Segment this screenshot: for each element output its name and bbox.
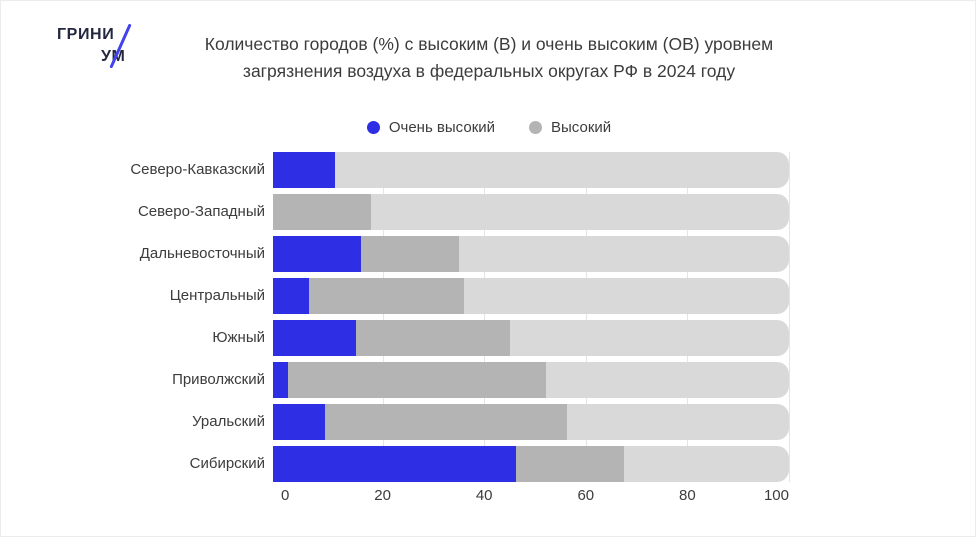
gridline-100 bbox=[789, 152, 790, 482]
logo-text-top: ГРИНИ bbox=[57, 26, 115, 43]
chart-legend: Очень высокий Высокий bbox=[1, 119, 975, 136]
chart-title-line1: Количество городов (%) с высоким (В) и о… bbox=[204, 34, 774, 54]
segment-high bbox=[355, 320, 511, 356]
segment-high bbox=[309, 278, 464, 314]
bar-row: Уральский bbox=[21, 404, 789, 440]
greenium-logo: ГРИНИ УМ bbox=[57, 23, 147, 75]
category-label: Приволжский bbox=[172, 371, 265, 388]
x-tick-label: 100 bbox=[763, 487, 789, 504]
bar-track bbox=[273, 236, 789, 272]
bar-track bbox=[273, 152, 789, 188]
segment-high bbox=[324, 404, 568, 440]
category-label: Дальневосточный bbox=[139, 245, 265, 262]
x-tick-label: 40 bbox=[475, 487, 493, 504]
legend-item-high: Высокий bbox=[529, 119, 611, 136]
category-label: Уральский bbox=[192, 413, 265, 430]
category-label: Северо-Западный bbox=[137, 203, 265, 220]
chart-title: Количество городов (%) с высоким (В) и о… bbox=[139, 31, 839, 85]
bar-row: Северо-Кавказский bbox=[21, 152, 789, 188]
category-label: Северо-Кавказский bbox=[130, 161, 265, 178]
bar-row: Дальневосточный bbox=[21, 236, 789, 272]
bar-track bbox=[273, 194, 789, 230]
gridline-80 bbox=[687, 152, 689, 482]
bar-row: Центральный bbox=[21, 278, 789, 314]
bar-row: Сибирский bbox=[21, 446, 789, 482]
chart-title-line2: загрязнения воздуха в федеральных округа… bbox=[242, 61, 736, 82]
bar-track bbox=[273, 446, 789, 482]
legend-dot-icon bbox=[366, 121, 380, 134]
gridline-60 bbox=[585, 152, 587, 482]
bar-track bbox=[273, 278, 789, 314]
category-label: Сибирский bbox=[189, 455, 265, 472]
segment-high bbox=[288, 362, 547, 398]
legend-label: Очень высокий bbox=[388, 119, 496, 136]
gridline-40 bbox=[484, 152, 486, 482]
bar-row: Южный bbox=[21, 320, 789, 356]
x-tick-label: 60 bbox=[577, 487, 595, 504]
bar-track bbox=[273, 320, 789, 356]
segment-high bbox=[515, 446, 624, 482]
x-axis: 0 20 40 60 80 100 bbox=[281, 488, 789, 508]
bar-track bbox=[273, 362, 789, 398]
legend-item-very-high: Очень высокий bbox=[366, 119, 496, 136]
segment-very-high bbox=[273, 152, 335, 188]
gridlines bbox=[281, 152, 790, 482]
x-tick-label: 0 bbox=[281, 487, 290, 504]
segment-very-high bbox=[273, 362, 289, 398]
segment-high bbox=[273, 194, 372, 230]
plot-area: Северо-Кавказский Северо-Западный Дальнево… bbox=[21, 152, 790, 482]
category-label: Центральный bbox=[169, 287, 265, 304]
legend-dot-icon bbox=[529, 121, 543, 134]
category-label: Южный bbox=[212, 329, 265, 346]
bar-row: Приволжский bbox=[21, 362, 789, 398]
segment-very-high bbox=[273, 236, 361, 272]
bar-row: Северо-Западный bbox=[21, 194, 789, 230]
bar-track bbox=[273, 404, 789, 440]
segment-very-high bbox=[273, 278, 310, 314]
segment-very-high bbox=[273, 446, 516, 482]
bar-rows: Северо-Кавказский Северо-Западный Дальнево… bbox=[21, 152, 789, 482]
x-tick-label: 80 bbox=[679, 487, 696, 504]
segment-very-high bbox=[273, 404, 325, 440]
gridline-20 bbox=[382, 152, 384, 482]
legend-label: Высокий bbox=[551, 119, 612, 136]
stacked-bar-chart: Северо-Кавказский Северо-Западный Дальнево… bbox=[21, 152, 790, 508]
segment-high bbox=[360, 236, 459, 272]
segment-very-high bbox=[273, 320, 356, 356]
x-tick-label: 20 bbox=[374, 487, 391, 504]
